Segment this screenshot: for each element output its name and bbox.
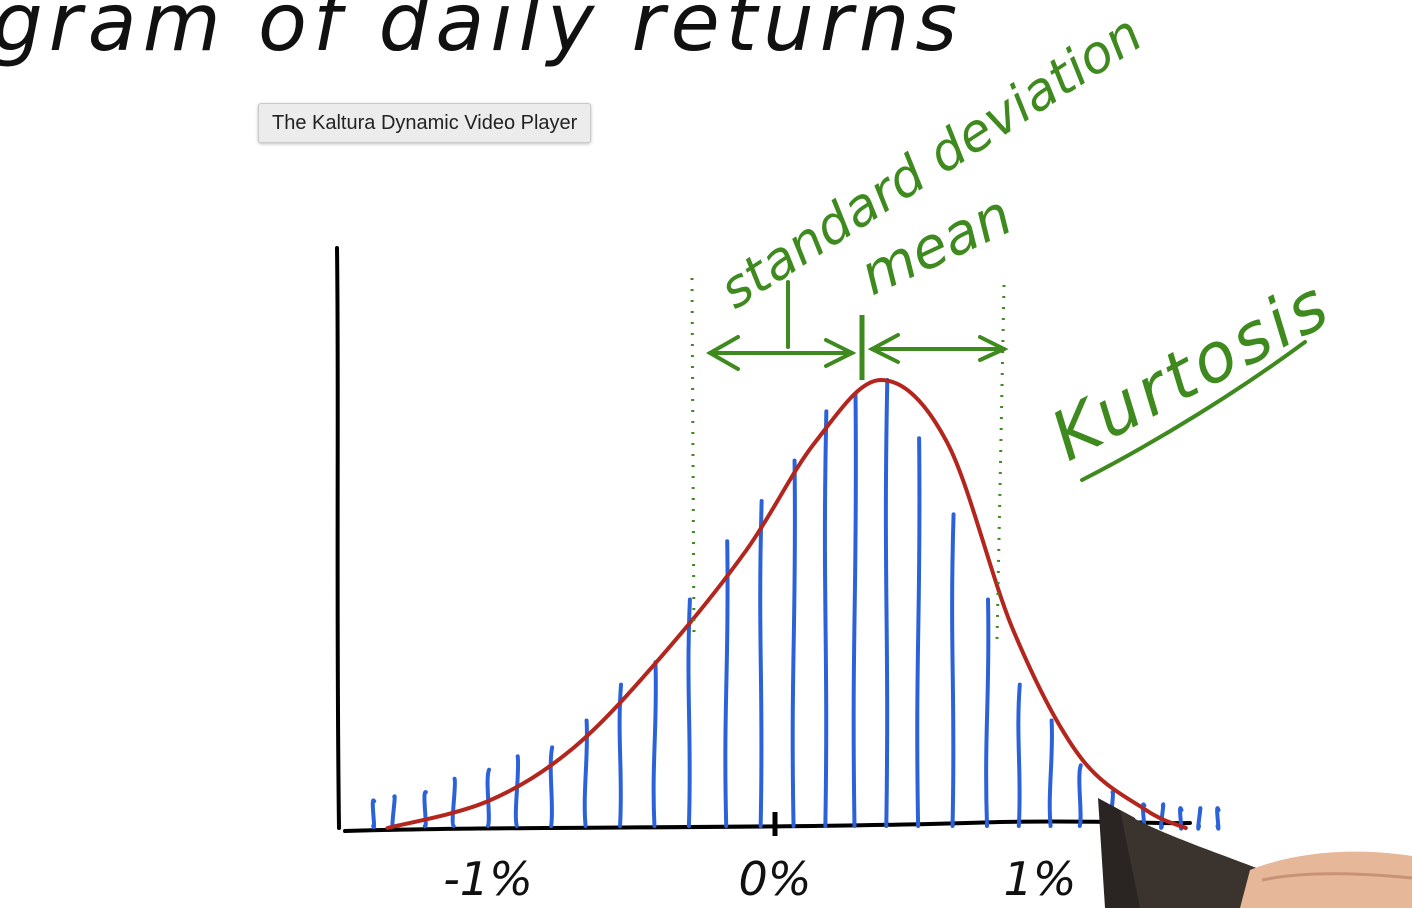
histogram-bar xyxy=(548,745,555,828)
histogram-bar xyxy=(883,378,890,828)
histogram-bars xyxy=(370,378,1221,831)
histogram-bar xyxy=(790,458,797,828)
histogram-bar xyxy=(1077,763,1083,828)
histogram-bar xyxy=(651,660,658,828)
std-right-boundary xyxy=(995,284,1006,641)
std-right-arrow xyxy=(867,333,1009,364)
x-tick-label: 0% xyxy=(739,852,812,906)
hand-with-marker xyxy=(1098,798,1412,908)
histogram-bar xyxy=(1047,718,1054,828)
histogram-bar xyxy=(513,754,521,828)
kurtosis-label: Kurtosis xyxy=(1039,265,1344,477)
x-tick-label: -1% xyxy=(443,852,533,906)
x-tick-labels: -1% 0% 1% xyxy=(443,852,1076,906)
histogram-bar xyxy=(582,718,589,828)
histogram-bar xyxy=(390,794,397,829)
histogram-bar xyxy=(1016,682,1022,828)
x-axis xyxy=(343,819,1192,833)
chart-title: gram of daily returns xyxy=(0,0,963,69)
histogram-bar xyxy=(686,597,692,828)
y-axis xyxy=(335,246,341,830)
histogram-bar xyxy=(485,767,491,828)
histogram-bar xyxy=(1196,806,1203,831)
distribution-curve xyxy=(385,377,1188,830)
histogram-bar xyxy=(422,790,428,829)
histogram-bar xyxy=(950,512,956,828)
histogram-bar xyxy=(1159,802,1166,830)
histogram-bar xyxy=(758,498,764,828)
x-tick-label: 1% xyxy=(1004,852,1077,906)
histogram-bar xyxy=(822,409,829,828)
histogram-bar xyxy=(915,436,922,828)
tooltip-text: The Kaltura Dynamic Video Player xyxy=(272,111,578,134)
histogram-bar xyxy=(723,539,730,828)
std-left-arrow xyxy=(705,335,857,371)
histogram-bar xyxy=(450,776,457,828)
video-player-tooltip: The Kaltura Dynamic Video Player xyxy=(258,103,592,143)
kurtosis-underline xyxy=(1080,340,1307,482)
histogram-bar xyxy=(370,798,377,830)
histogram-bar xyxy=(1215,806,1221,831)
histogram-bar xyxy=(851,391,858,828)
histogram-bar xyxy=(984,597,991,828)
std-left-boundary xyxy=(690,277,696,641)
